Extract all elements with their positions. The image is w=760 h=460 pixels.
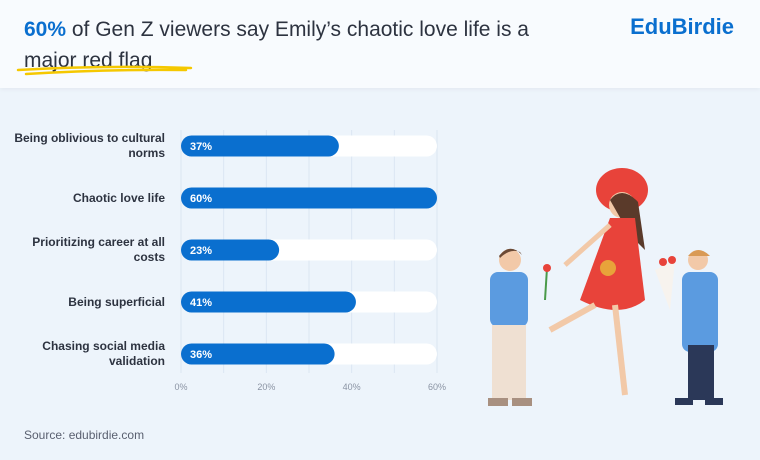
bar xyxy=(181,291,356,313)
category-label: Chasing social media validation xyxy=(42,339,165,368)
woman-figure xyxy=(548,168,648,396)
bar xyxy=(181,187,437,209)
header: 60% of Gen Z viewers say Emily’s chaotic… xyxy=(0,0,760,88)
bar-value-label: 37% xyxy=(190,141,212,153)
x-tick-label: 20% xyxy=(257,382,275,392)
bar-value-label: 36% xyxy=(190,349,212,361)
x-tick-label: 40% xyxy=(343,382,361,392)
bar xyxy=(181,343,335,365)
category-label: Being oblivious to cultural norms xyxy=(14,131,165,160)
edubirdie-logo: EduBirdie xyxy=(630,14,734,39)
category-label: Prioritizing career at all costs xyxy=(32,235,165,264)
bar-value-label: 23% xyxy=(190,245,212,257)
title-underline xyxy=(16,65,193,76)
bar xyxy=(181,135,339,157)
category-label: Chaotic love life xyxy=(72,190,165,205)
illustration xyxy=(488,168,723,406)
bar-value-label: 41% xyxy=(190,297,212,309)
man-right-figure xyxy=(655,250,723,405)
man-left-figure xyxy=(488,248,551,406)
title-highlight: 60% xyxy=(24,18,67,41)
source-note: Source: edubirdie.com xyxy=(24,428,145,442)
x-tick-label: 0% xyxy=(174,382,187,392)
x-tick-label: 60% xyxy=(428,382,446,392)
bar-value-label: 60% xyxy=(190,193,212,205)
category-label: Being superficial xyxy=(68,294,165,309)
bar xyxy=(181,239,280,261)
